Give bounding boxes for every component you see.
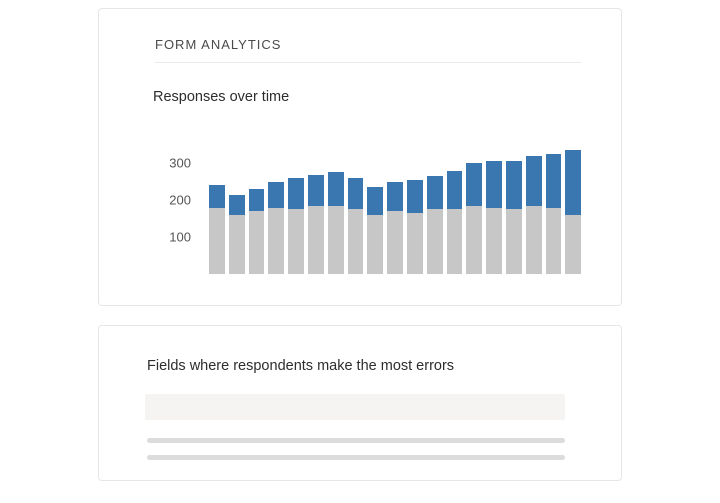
chart-bar [565, 111, 581, 274]
bar-segment-top [506, 161, 522, 209]
chart-bar [328, 111, 344, 274]
bar-segment-top [565, 150, 581, 215]
form-analytics-card: FORM ANALYTICS Responses over time 300 20… [98, 8, 622, 306]
chart-bar [308, 111, 324, 274]
divider [155, 62, 581, 63]
chart-bar [288, 111, 304, 274]
chart-title: Responses over time [153, 89, 581, 105]
bar-segment-bottom [565, 215, 581, 274]
chart-y-axis: 300 200 100 [155, 111, 199, 281]
bar-segment-bottom [506, 209, 522, 274]
chart-bar [506, 111, 522, 274]
y-tick-label: 200 [169, 193, 191, 208]
bar-segment-top [447, 171, 463, 210]
bar-segment-bottom [348, 209, 364, 274]
bar-segment-bottom [447, 209, 463, 274]
bar-segment-bottom [308, 206, 324, 274]
chart-bar [427, 111, 443, 274]
errors-card: Fields where respondents make the most e… [98, 325, 622, 481]
bar-segment-top [486, 161, 502, 207]
bar-segment-top [387, 182, 403, 212]
chart-bar [229, 111, 245, 274]
bar-segment-top [466, 163, 482, 205]
y-tick-label: 100 [169, 230, 191, 245]
chart-bar [486, 111, 502, 274]
bar-segment-bottom [288, 209, 304, 274]
bar-segment-top [407, 180, 423, 213]
bar-segment-top [427, 176, 443, 209]
chart-bar [407, 111, 423, 274]
chart-bar [447, 111, 463, 274]
bar-segment-top [526, 156, 542, 206]
skeleton-block [145, 394, 565, 420]
bar-segment-top [229, 195, 245, 215]
chart-bar [268, 111, 284, 274]
bar-segment-top [367, 187, 383, 215]
bar-segment-top [249, 189, 265, 211]
bar-segment-bottom [328, 206, 344, 274]
bar-segment-bottom [526, 206, 542, 274]
bar-segment-bottom [268, 208, 284, 275]
chart-bar [348, 111, 364, 274]
chart-bar [367, 111, 383, 274]
bar-segment-bottom [367, 215, 383, 274]
chart-bar [387, 111, 403, 274]
bar-segment-bottom [427, 209, 443, 274]
bar-segment-bottom [387, 211, 403, 274]
y-tick-label: 300 [169, 156, 191, 171]
skeleton-line [147, 455, 565, 460]
bar-segment-bottom [466, 206, 482, 274]
bar-segment-bottom [249, 211, 265, 274]
responses-chart: 300 200 100 [155, 111, 581, 281]
bar-segment-bottom [407, 213, 423, 274]
card-title: FORM ANALYTICS [155, 37, 581, 52]
bar-segment-top [348, 178, 364, 209]
chart-bar [546, 111, 562, 274]
bar-segment-bottom [486, 208, 502, 275]
bar-segment-top [546, 154, 562, 209]
bar-segment-top [209, 185, 225, 207]
chart-bar [466, 111, 482, 274]
chart-bar [209, 111, 225, 274]
bar-segment-bottom [209, 208, 225, 275]
chart-bars [209, 111, 581, 274]
bar-segment-top [268, 182, 284, 207]
bar-segment-top [308, 175, 324, 205]
bar-segment-top [328, 172, 344, 205]
chart-bar [249, 111, 265, 274]
bar-segment-bottom [546, 208, 562, 274]
chart-bar [526, 111, 542, 274]
skeleton-line [147, 438, 565, 443]
errors-card-title: Fields where respondents make the most e… [147, 358, 565, 374]
bar-segment-bottom [229, 215, 245, 274]
bar-segment-top [288, 178, 304, 209]
